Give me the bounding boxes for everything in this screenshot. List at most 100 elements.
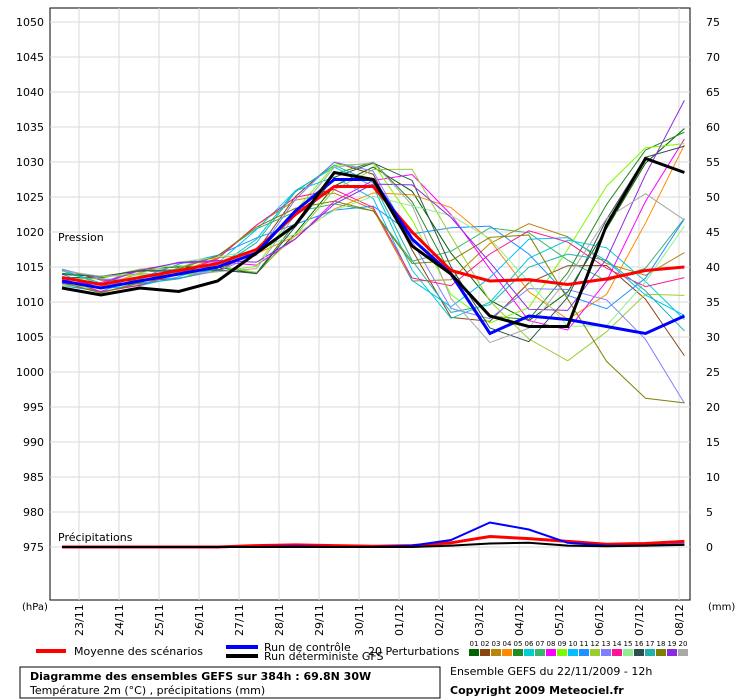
perturbation-swatch — [546, 649, 556, 656]
left-tick-label: 1010 — [16, 296, 44, 309]
grid — [50, 8, 690, 600]
perturbation-swatch — [656, 649, 666, 656]
x-tick-label: 25/11 — [153, 604, 166, 636]
left-tick-label: 1020 — [16, 226, 44, 239]
legend-gfs: Run déterministe GFS — [264, 650, 384, 663]
x-tick-label: 27/11 — [233, 604, 246, 636]
perturbation-code: 07 — [536, 640, 545, 648]
series-line-0 — [61, 185, 685, 287]
right-tick-label: 30 — [706, 331, 720, 344]
x-tick-label: 24/11 — [113, 604, 126, 636]
pression-label: Pression — [58, 231, 104, 244]
x-tick-label: 28/11 — [273, 604, 286, 636]
perturbation-swatch — [579, 649, 589, 656]
perturbation-code: 16 — [635, 640, 644, 648]
perturbation-code: 20 — [679, 640, 688, 648]
left-axis-ticks: 1050 1045 1040 1035 1030 1025 1020 1015 1010 1005… — [16, 16, 44, 554]
left-tick-label: 1035 — [16, 121, 44, 134]
footer-subtitle: Température 2m (°C) , précipitations (mm… — [30, 684, 266, 697]
right-unit: (mm) — [708, 602, 735, 613]
x-tick-label: 01/12 — [393, 604, 406, 636]
right-tick-label: 60 — [706, 121, 720, 134]
x-tick-label: 23/11 — [73, 604, 86, 636]
right-tick-label: 0 — [706, 541, 713, 554]
perturbation-swatch — [502, 649, 512, 656]
right-tick-label: 40 — [706, 261, 720, 274]
left-tick-label: 1050 — [16, 16, 44, 29]
perturbation-code: 05 — [514, 640, 523, 648]
perturbation-code: 04 — [503, 640, 512, 648]
left-tick-label: 1045 — [16, 51, 44, 64]
right-tick-label: 5 — [706, 506, 713, 519]
footer-copyright: Copyright 2009 Meteociel.fr — [450, 684, 624, 697]
legend-perturbations: 20 Perturbations — [368, 645, 460, 658]
left-tick-label: 1015 — [16, 261, 44, 274]
left-tick-label: 1005 — [16, 331, 44, 344]
left-tick-label: 1025 — [16, 191, 44, 204]
x-tick-label: 29/11 — [313, 604, 326, 636]
perturbation-swatch — [469, 649, 479, 656]
perturbation-code: 11 — [580, 640, 589, 648]
right-tick-label: 35 — [706, 296, 720, 309]
perturbation-code: 10 — [569, 640, 578, 648]
right-tick-label: 20 — [706, 401, 720, 414]
perturbation-code: 06 — [525, 640, 534, 648]
plot-area — [49, 7, 691, 601]
perturbation-code: 15 — [624, 640, 633, 648]
left-tick-label: 990 — [23, 436, 44, 449]
left-tick-label: 975 — [23, 541, 44, 554]
series-line-2 — [61, 156, 685, 328]
perturbation-swatch — [645, 649, 655, 656]
perturbation-code: 18 — [657, 640, 666, 648]
x-tick-label: 26/11 — [193, 604, 206, 636]
right-tick-label: 25 — [706, 366, 720, 379]
footer-ensemble: Ensemble GEFS du 22/11/2009 - 12h — [450, 665, 653, 678]
perturbation-swatches: 01 02 03 04 05 06 07 08 09 10 11 12 13 14 15 16 17 18 19 20 — [469, 640, 688, 656]
right-tick-label: 10 — [706, 471, 720, 484]
right-tick-label: 45 — [706, 226, 720, 239]
x-tick-label: 03/12 — [473, 604, 486, 636]
perturbation-code: 08 — [547, 640, 556, 648]
x-tick-label: 06/12 — [593, 604, 606, 636]
x-tick-label: 04/12 — [513, 604, 526, 636]
perturbation-swatch — [535, 649, 545, 656]
perturbation-code: 19 — [668, 640, 677, 648]
perturbation-swatch — [612, 649, 622, 656]
perturbation-swatch — [491, 649, 501, 656]
perturbation-code: 12 — [591, 640, 600, 648]
left-tick-label: 980 — [23, 506, 44, 519]
left-tick-label: 1000 — [16, 366, 44, 379]
perturbation-swatch — [480, 649, 490, 656]
perturbation-code: 09 — [558, 640, 567, 648]
perturbation-swatch — [623, 649, 633, 656]
perturbation-code: 17 — [646, 640, 655, 648]
left-tick-label: 1040 — [16, 86, 44, 99]
perturbation-swatch — [634, 649, 644, 656]
perturbation-swatch — [557, 649, 567, 656]
right-tick-label: 55 — [706, 156, 720, 169]
perturbation-line-02 — [61, 161, 685, 357]
legend-control: Run de contrôle — [264, 641, 351, 654]
right-tick-label: 70 — [706, 51, 720, 64]
perturbation-swatch — [678, 649, 688, 656]
perturbation-swatch — [568, 649, 578, 656]
x-tick-label: 05/12 — [553, 604, 566, 636]
perturbation-swatch — [601, 649, 611, 656]
precip-label: Précipitations — [58, 531, 133, 544]
right-tick-label: 15 — [706, 436, 720, 449]
legend-mean: Moyenne des scénarios — [74, 645, 203, 658]
main-series — [61, 156, 686, 336]
perturbation-code: 03 — [492, 640, 501, 648]
x-tick-label: 08/12 — [673, 604, 686, 636]
perturbation-swatch — [513, 649, 523, 656]
left-tick-label: 985 — [23, 471, 44, 484]
perturbation-line-11 — [61, 205, 685, 310]
right-tick-label: 75 — [706, 16, 720, 29]
left-tick-label: 995 — [23, 401, 44, 414]
x-tick-label: 02/12 — [433, 604, 446, 636]
x-axis-ticks: 23/11 24/11 25/11 26/11 27/11 28/11 29/11 30/11… — [73, 604, 686, 636]
perturbation-code: 13 — [602, 640, 611, 648]
x-tick-label: 07/12 — [633, 604, 646, 636]
